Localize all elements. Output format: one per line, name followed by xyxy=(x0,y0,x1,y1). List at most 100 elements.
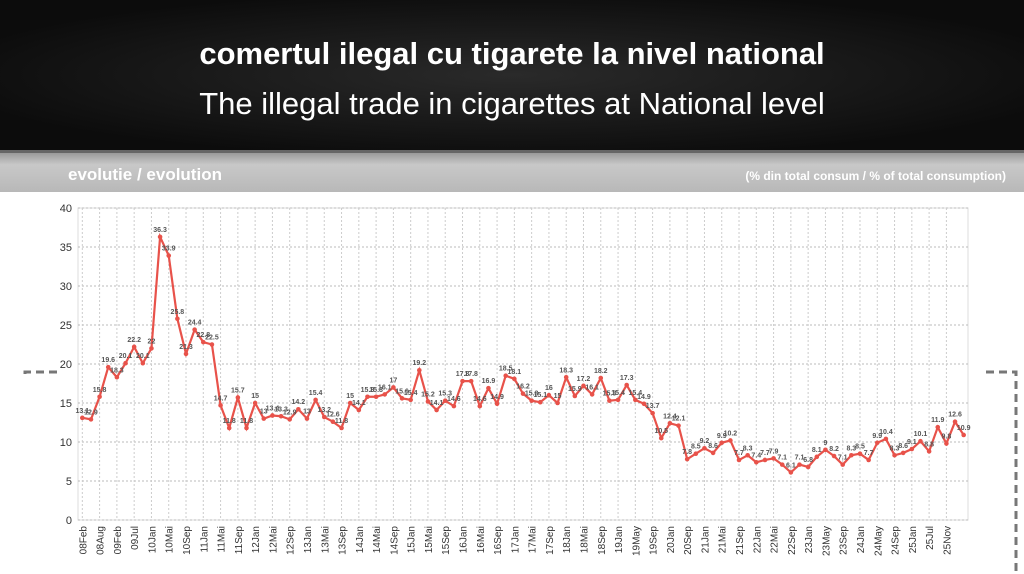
data-label: 15.4 xyxy=(611,390,625,397)
data-label: 15 xyxy=(554,393,562,400)
data-point xyxy=(460,378,465,384)
data-point xyxy=(788,470,794,475)
bracket xyxy=(23,370,1018,574)
data-point xyxy=(330,419,336,425)
data-label: 7.1 xyxy=(838,455,848,462)
data-label: 8.5 xyxy=(855,444,865,451)
x-tick-label: 13Mai xyxy=(320,526,331,553)
data-label: 14.9 xyxy=(490,394,504,401)
data-label: 8.5 xyxy=(691,444,701,451)
unit-label: (% din total consum / % of total consump… xyxy=(745,169,1006,183)
data-label: 9 xyxy=(823,440,827,447)
y-tick-label: 10 xyxy=(60,437,72,449)
x-tick-label: 14Mai xyxy=(372,526,383,553)
data-point xyxy=(710,450,716,456)
data-label: 10.2 xyxy=(724,430,738,437)
data-point xyxy=(399,396,405,401)
x-tick-label: 17Jan xyxy=(510,526,521,553)
data-point xyxy=(468,378,474,384)
data-point xyxy=(166,253,172,258)
data-point xyxy=(831,453,837,459)
data-label: 25.8 xyxy=(171,309,185,316)
data-label: 10.9 xyxy=(957,425,971,432)
x-tick-label: 22Sep xyxy=(787,526,798,555)
y-tick-label: 40 xyxy=(60,203,72,215)
data-point xyxy=(235,395,241,400)
data-point xyxy=(321,414,327,420)
title-ro: comertul ilegal cu tigarete la nivel nat… xyxy=(199,36,825,71)
data-point xyxy=(123,360,128,366)
y-tick-label: 15 xyxy=(60,398,72,410)
data-point xyxy=(615,397,621,403)
data-label: 8.8 xyxy=(924,441,934,448)
data-point xyxy=(926,449,932,454)
data-label: 9.9 xyxy=(872,433,882,440)
data-point xyxy=(546,392,552,398)
data-point xyxy=(658,435,664,441)
data-label: 14.1 xyxy=(352,400,366,407)
data-label: 7.9 xyxy=(769,448,779,455)
data-point xyxy=(425,399,431,404)
data-label: 15 xyxy=(346,393,354,400)
data-point xyxy=(823,447,828,453)
data-point xyxy=(952,419,958,425)
x-tick-label: 22Mai xyxy=(770,526,781,553)
data-label: 14.2 xyxy=(292,399,306,406)
x-tick-label: 08Feb xyxy=(78,526,89,555)
data-point xyxy=(382,392,388,397)
data-label: 15.3 xyxy=(438,391,452,398)
data-point xyxy=(797,462,802,467)
data-point xyxy=(702,445,707,451)
data-point xyxy=(874,440,880,446)
data-point xyxy=(451,403,457,409)
data-label: 11.8 xyxy=(223,418,236,425)
data-label: 9.2 xyxy=(700,438,710,445)
data-label: 15.4 xyxy=(309,390,323,397)
data-point xyxy=(105,364,111,370)
x-tick-label: 24Jan xyxy=(856,526,867,553)
data-label: 18.3 xyxy=(559,367,573,374)
data-point xyxy=(192,327,197,332)
data-label: 22.5 xyxy=(205,335,219,342)
data-label: 14.1 xyxy=(430,400,444,407)
x-tick-label: 20Sep xyxy=(683,526,694,555)
data-point xyxy=(900,450,906,456)
data-label: 6.8 xyxy=(803,457,813,464)
data-point xyxy=(304,416,310,421)
data-label: 17 xyxy=(389,377,397,384)
y-tick-label: 5 xyxy=(66,476,72,488)
x-tick-label: 13Sep xyxy=(338,526,349,555)
x-tick-label: 19Sep xyxy=(649,526,660,555)
x-tick-label: 16Jan xyxy=(459,526,470,553)
x-tick-label: 15Mai xyxy=(424,526,435,553)
data-label: 13.2 xyxy=(317,407,331,414)
x-tick-label: 20Jan xyxy=(666,526,677,553)
data-label: 12.4 xyxy=(663,413,677,420)
x-tick-label: 25Jan xyxy=(908,526,919,553)
data-point xyxy=(849,452,854,458)
x-tick-label: 16Mai xyxy=(476,526,487,553)
data-label: 10.1 xyxy=(914,431,928,438)
data-point xyxy=(537,399,543,405)
data-label: 13 xyxy=(303,409,311,416)
data-point xyxy=(814,454,820,460)
data-label: 15.8 xyxy=(369,387,383,394)
data-point xyxy=(779,462,785,467)
data-label: 12.6 xyxy=(326,412,340,419)
x-tick-label: 22Jan xyxy=(752,526,763,553)
data-label: 7.7 xyxy=(864,450,874,457)
data-label: 16.1 xyxy=(378,384,392,391)
x-tick-label: 10Mai xyxy=(165,526,176,553)
data-point xyxy=(909,446,915,452)
data-point xyxy=(261,416,267,421)
data-label: 12.9 xyxy=(84,409,98,416)
data-label: 14.9 xyxy=(637,394,651,401)
data-label: 11.8 xyxy=(240,418,253,425)
data-point xyxy=(581,383,586,389)
data-label: 6.1 xyxy=(786,462,796,469)
data-label: 9.1 xyxy=(907,439,917,446)
data-label: 33.9 xyxy=(162,246,176,253)
data-point xyxy=(719,440,725,446)
data-point xyxy=(641,401,647,407)
data-label: 19.6 xyxy=(101,357,115,364)
